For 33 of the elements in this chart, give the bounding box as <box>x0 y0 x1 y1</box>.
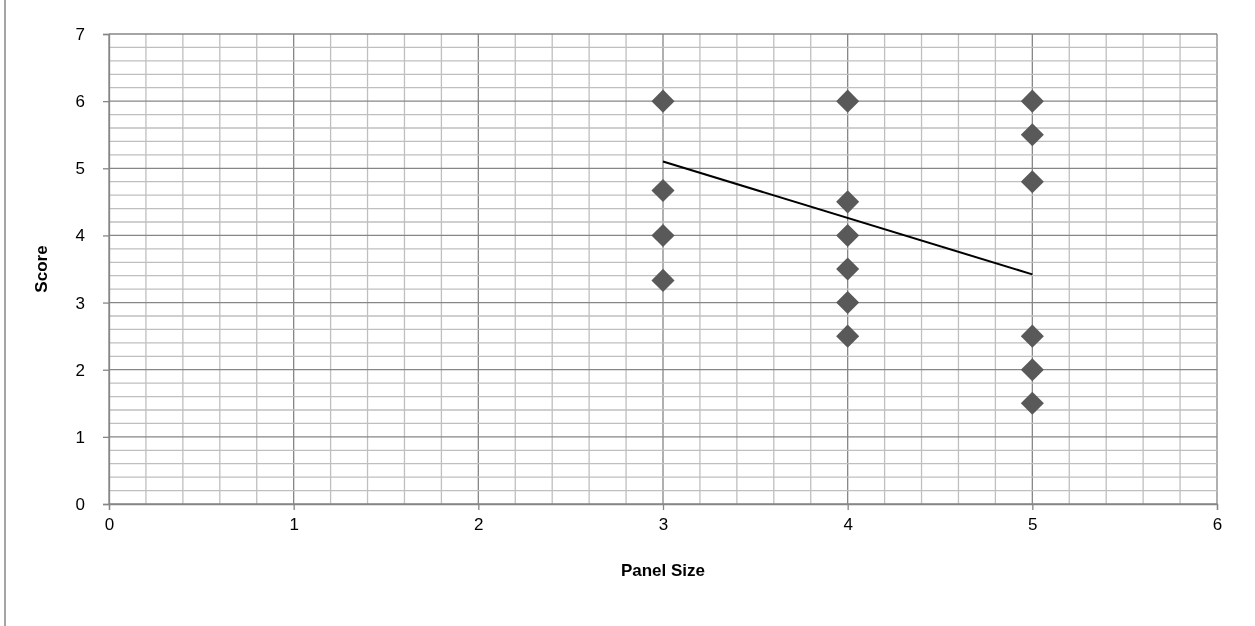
y-tick-label: 2 <box>75 360 85 380</box>
point <box>1020 391 1044 415</box>
y-axis-title: Score <box>32 245 51 293</box>
x-tick-label: 5 <box>1028 515 1038 535</box>
x-tick-label: 4 <box>843 515 853 535</box>
x-tick-label: 2 <box>474 515 484 535</box>
point <box>836 257 860 281</box>
point <box>836 223 860 247</box>
y-tick-label: 7 <box>75 24 85 44</box>
x-tick-label: 3 <box>658 515 669 535</box>
point <box>836 89 860 113</box>
point <box>1020 89 1044 113</box>
y-tick-label: 5 <box>75 159 85 179</box>
point <box>1020 170 1044 194</box>
y-tick-label: 6 <box>75 92 85 112</box>
y-tick-label: 0 <box>75 494 85 514</box>
point <box>651 223 675 247</box>
y-tick-label: 3 <box>75 293 85 313</box>
x-tick-label: 0 <box>104 515 115 535</box>
x-tick-label: 6 <box>1212 515 1223 535</box>
point <box>1020 324 1044 348</box>
point <box>836 324 860 348</box>
point <box>836 291 860 315</box>
y-tick-label: 1 <box>75 427 85 447</box>
point <box>651 178 675 202</box>
point <box>836 190 860 214</box>
point <box>1020 358 1044 382</box>
y-tick-label: 4 <box>75 226 85 246</box>
point <box>651 268 675 292</box>
x-axis-title: Panel Size <box>620 561 706 580</box>
point <box>1020 123 1044 147</box>
point <box>651 89 675 113</box>
x-tick-label: 1 <box>289 515 299 535</box>
